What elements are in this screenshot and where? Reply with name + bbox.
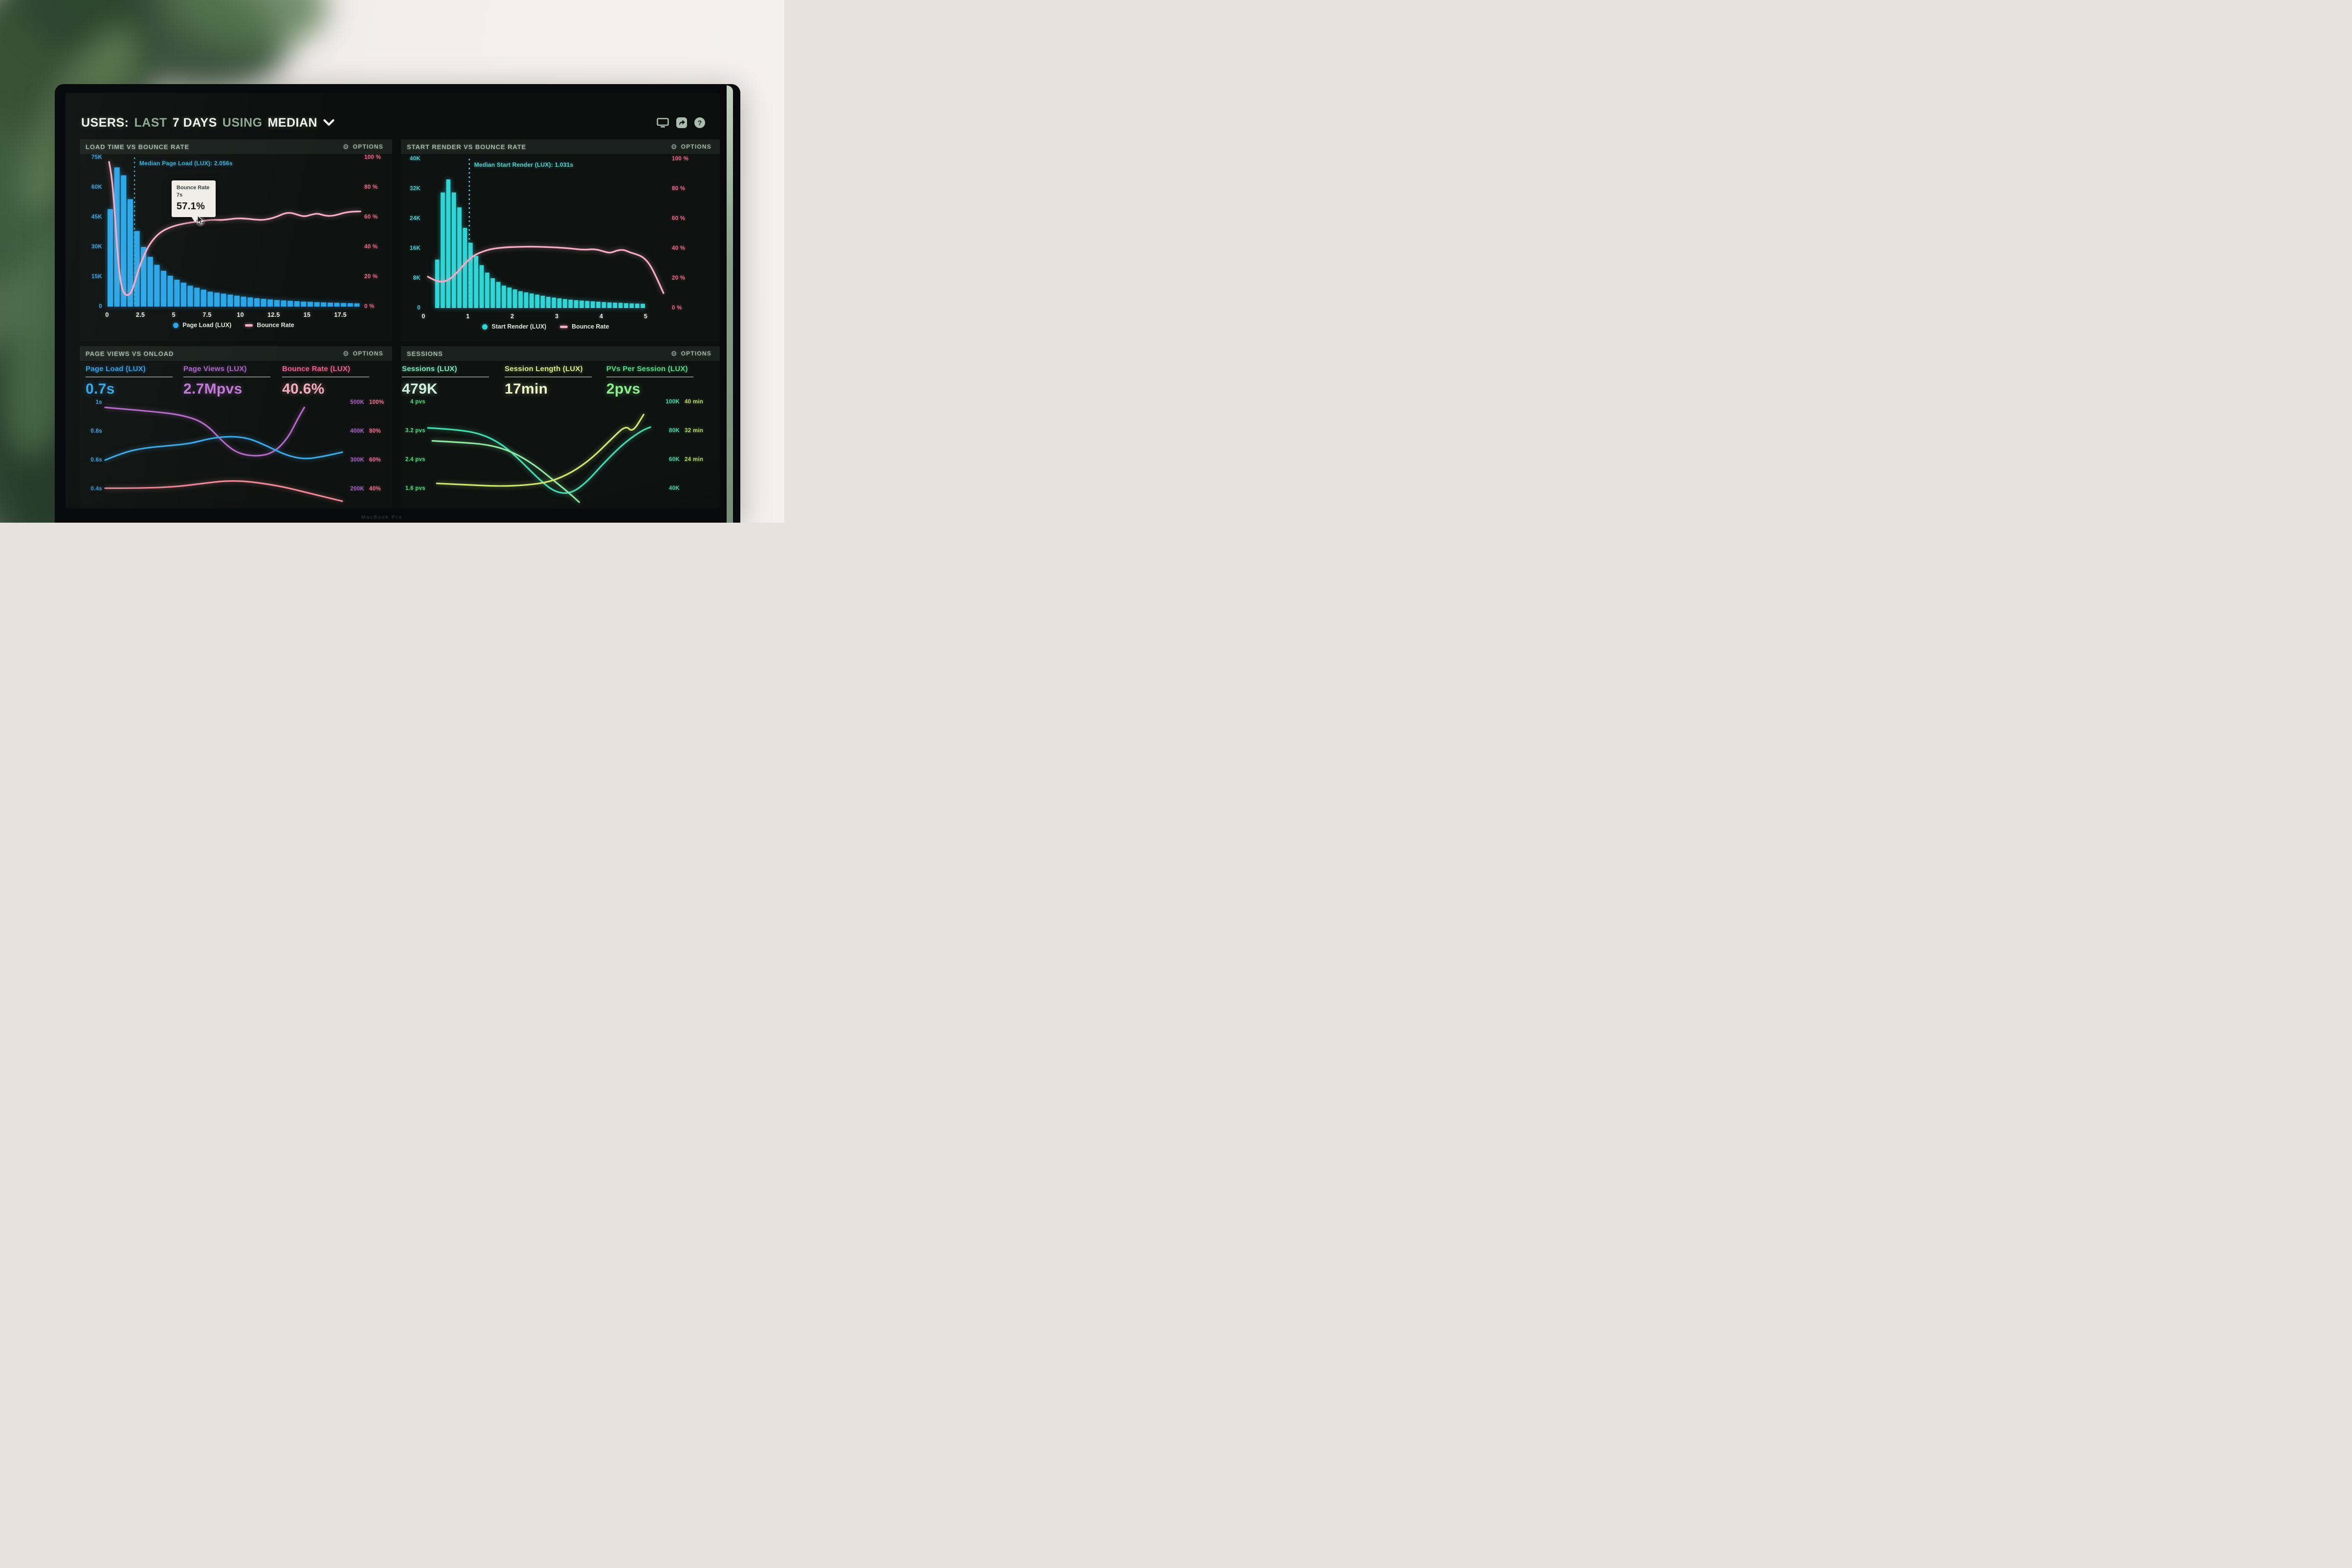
panel-start-render-vs-bounce-rate: START RENDER VS BOUNCE RATE ⚙ OPTIONS 40…: [401, 139, 720, 341]
options-label: OPTIONS: [681, 350, 711, 357]
panel-page-views-vs-onload: PAGE VIEWS VS ONLOAD ⚙ OPTIONS Page Load…: [80, 346, 392, 508]
panel-title: PAGE VIEWS VS ONLOAD: [86, 350, 174, 357]
chart-page-views-vs-onload[interactable]: 1s 0.8s 0.6s 0.4s 500K 100% 400K 80% 300K 60% 200K…: [80, 346, 392, 508]
share-icon[interactable]: [676, 117, 687, 128]
panel-load-time-vs-bounce-rate: LOAD TIME VS BOUNCE RATE ⚙ OPTIONS 75K 60…: [80, 139, 392, 341]
title-part: USERS:: [81, 115, 129, 130]
title-part: USING: [222, 115, 263, 130]
options-button[interactable]: ⚙ OPTIONS: [668, 143, 714, 151]
laptop: USERS: LAST 7 DAYS USING MEDIAN ?: [55, 84, 740, 523]
help-icon[interactable]: ?: [694, 117, 705, 128]
title-part: LAST: [134, 115, 167, 130]
bezel-edge-highlight: [727, 86, 733, 523]
panel-title: SESSIONS: [407, 350, 443, 357]
display-icon[interactable]: [657, 117, 669, 128]
cursor-icon: [197, 216, 204, 225]
photo-stage: USERS: LAST 7 DAYS USING MEDIAN ?: [0, 0, 784, 523]
dashboard-topbar: USERS: LAST 7 DAYS USING MEDIAN ?: [81, 113, 705, 132]
dashboard-screen: USERS: LAST 7 DAYS USING MEDIAN ?: [66, 93, 720, 508]
title-part: 7 DAYS: [172, 115, 217, 130]
tooltip: Bounce Rate 7s 57.1%: [172, 180, 216, 222]
gear-icon: ⚙: [670, 350, 678, 357]
tooltip-series: Bounce Rate: [177, 185, 210, 191]
chevron-down-icon[interactable]: [323, 119, 334, 126]
tooltip-value: 57.1%: [177, 200, 205, 212]
chart-start-render-vs-bounce-rate[interactable]: 40K 32K 24K 16K 8K 0 100 % 80 % 60 % 40 % 20 % 0 % 0…: [410, 156, 689, 330]
gear-icon: ⚙: [342, 143, 350, 151]
gear-icon: ⚙: [670, 143, 678, 151]
title-part: MEDIAN: [267, 115, 318, 130]
chart-load-time-vs-bounce-rate[interactable]: 75K 60K 45K 30K 15K 0 100 % 80 % 60 % 40 % 20 % 0 %…: [91, 155, 381, 329]
options-label: OPTIONS: [353, 143, 383, 150]
svg-text:?: ?: [698, 119, 702, 127]
panel-title: START RENDER VS BOUNCE RATE: [407, 143, 527, 151]
chart-sessions[interactable]: 4 pvs 3.2 pvs 2.4 pvs 1.6 pvs 100K 40 min 80K 3…: [401, 346, 720, 508]
options-label: OPTIONS: [353, 350, 383, 357]
options-button[interactable]: ⚙ OPTIONS: [340, 143, 386, 151]
users-period-dropdown[interactable]: USERS: LAST 7 DAYS USING MEDIAN: [81, 116, 317, 130]
options-button[interactable]: ⚙ OPTIONS: [340, 350, 386, 357]
options-button[interactable]: ⚙ OPTIONS: [668, 350, 714, 357]
tooltip-pointer: [191, 216, 199, 222]
panel-sessions: SESSIONS ⚙ OPTIONS Sessions (LUX) 479K Ses…: [401, 346, 720, 508]
tooltip-x-value: 7s: [177, 192, 183, 199]
panel-title: LOAD TIME VS BOUNCE RATE: [86, 143, 190, 151]
gear-icon: ⚙: [342, 350, 350, 357]
device-label: MacBook Pro: [361, 515, 403, 520]
topbar-actions: ?: [657, 117, 705, 128]
options-label: OPTIONS: [681, 143, 711, 150]
